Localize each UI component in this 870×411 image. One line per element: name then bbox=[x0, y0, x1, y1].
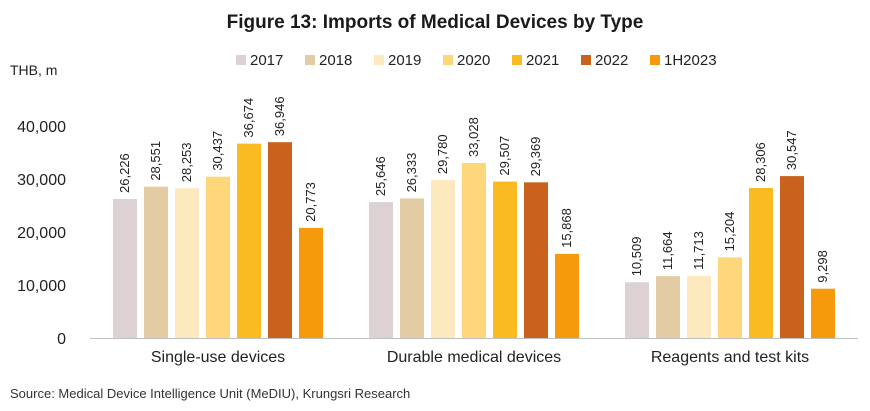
data-label: 30,547 bbox=[784, 130, 799, 170]
bar-2021-2 bbox=[749, 187, 773, 338]
bar-2018-0 bbox=[144, 186, 168, 338]
bar-2020-2 bbox=[718, 257, 742, 338]
x-category-label: Single-use devices bbox=[151, 349, 285, 366]
bar-2022-1 bbox=[524, 182, 548, 338]
bar-1H2023-1 bbox=[555, 253, 579, 338]
data-label: 28,253 bbox=[179, 142, 194, 182]
data-label: 30,437 bbox=[210, 131, 225, 171]
legend: 2017 2018 2019 2020 2021 2022 1H2023 bbox=[236, 52, 717, 69]
chart-title: Figure 13: Imports of Medical Devices by… bbox=[227, 12, 644, 33]
data-label: 15,204 bbox=[722, 212, 737, 252]
bar-2020-0 bbox=[206, 176, 230, 338]
data-label: 26,333 bbox=[404, 153, 419, 193]
y-tick-label: 30,000 bbox=[17, 172, 66, 189]
data-label: 11,713 bbox=[691, 231, 706, 270]
data-label: 29,369 bbox=[528, 137, 543, 177]
legend-label-2018: 2018 bbox=[319, 52, 352, 69]
legend-label-2022: 2022 bbox=[595, 52, 628, 69]
bar-2018-2 bbox=[656, 276, 680, 338]
source-note: Source: Medical Device Intelligence Unit… bbox=[10, 386, 410, 401]
data-label: 15,868 bbox=[559, 208, 574, 248]
bars-group: 26,226 28,551 28,253 30,437 36,674 36,946 20,7… bbox=[113, 96, 835, 338]
legend-swatch-2022 bbox=[581, 55, 591, 65]
data-label: 11,664 bbox=[660, 231, 675, 270]
data-label: 29,507 bbox=[497, 136, 512, 176]
x-axis: Single-use devices Durable medical device… bbox=[90, 338, 858, 366]
data-label: 36,674 bbox=[241, 98, 256, 138]
data-label: 29,780 bbox=[435, 134, 450, 174]
bar-2019-1 bbox=[431, 180, 455, 338]
y-tick-label: 0 bbox=[57, 331, 66, 348]
legend-label-1H2023: 1H2023 bbox=[664, 52, 717, 69]
y-axis-unit-label: THB, m bbox=[10, 62, 57, 78]
bar-2019-0 bbox=[175, 188, 199, 338]
y-tick-label: 20,000 bbox=[17, 225, 66, 242]
legend-label-2017: 2017 bbox=[250, 52, 283, 69]
legend-swatch-2019 bbox=[374, 55, 384, 65]
bar-2017-2 bbox=[625, 282, 649, 338]
data-label: 10,509 bbox=[629, 237, 644, 277]
legend-label-2020: 2020 bbox=[457, 52, 490, 69]
legend-swatch-2021 bbox=[512, 55, 522, 65]
bar-2022-0 bbox=[268, 142, 292, 338]
data-label: 28,306 bbox=[753, 142, 768, 182]
legend-label-2021: 2021 bbox=[526, 52, 559, 69]
data-label: 9,298 bbox=[815, 250, 830, 283]
legend-label-2019: 2019 bbox=[388, 52, 421, 69]
bar-2019-2 bbox=[687, 275, 711, 338]
bar-1H2023-0 bbox=[299, 227, 323, 338]
legend-swatch-2018 bbox=[305, 55, 315, 65]
bar-2020-1 bbox=[462, 162, 486, 338]
data-label: 28,551 bbox=[148, 141, 163, 181]
y-tick-label: 40,000 bbox=[17, 119, 66, 136]
data-label: 20,773 bbox=[303, 182, 318, 222]
legend-swatch-2017 bbox=[236, 55, 246, 65]
y-tick-label: 10,000 bbox=[17, 278, 66, 295]
bar-1H2023-2 bbox=[811, 288, 835, 338]
y-axis: 0 10,000 20,000 30,000 40,000 bbox=[17, 119, 66, 348]
data-label: 26,226 bbox=[117, 153, 132, 193]
bar-2017-1 bbox=[369, 202, 393, 338]
bar-2021-1 bbox=[493, 181, 517, 338]
legend-swatch-2020 bbox=[443, 55, 453, 65]
x-category-label: Durable medical devices bbox=[387, 349, 561, 366]
x-category-label: Reagents and test kits bbox=[651, 349, 809, 366]
legend-swatch-1H2023 bbox=[650, 55, 660, 65]
bar-2022-2 bbox=[780, 176, 804, 338]
bar-2018-1 bbox=[400, 198, 424, 338]
bar-2017-0 bbox=[113, 199, 137, 338]
data-label: 36,946 bbox=[272, 96, 287, 136]
bar-2021-0 bbox=[237, 143, 261, 338]
data-label: 25,646 bbox=[373, 156, 388, 196]
data-label: 33,028 bbox=[466, 117, 481, 157]
